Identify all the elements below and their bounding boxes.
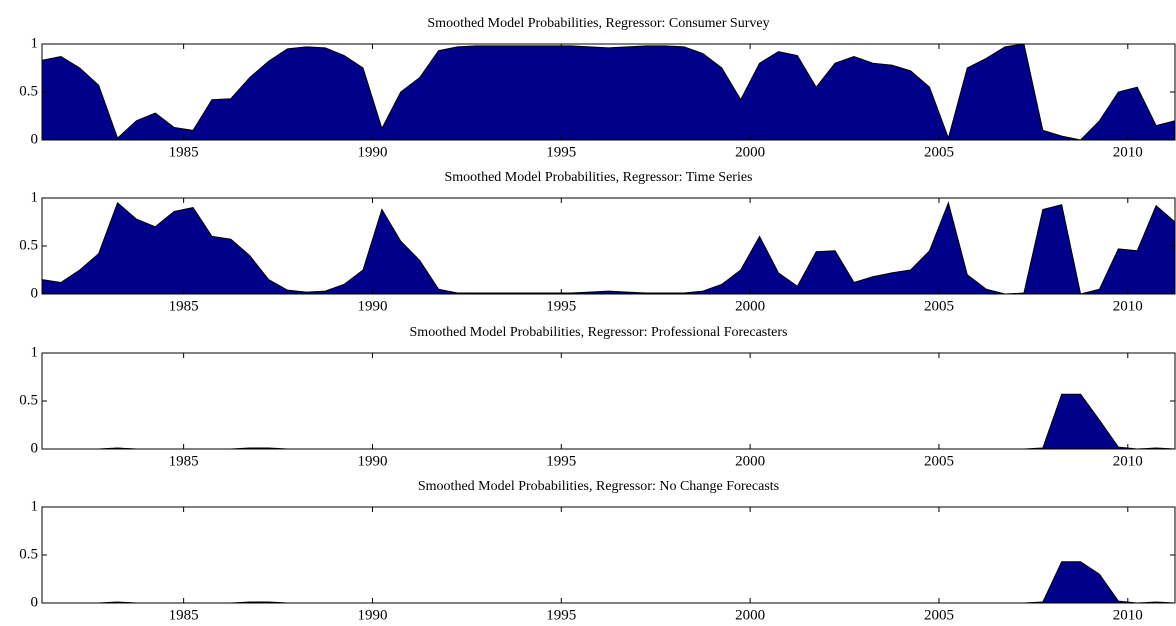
x-tick-label: 1985 xyxy=(169,607,199,623)
panel: Smoothed Model Probabilities, Regressor:… xyxy=(19,16,1176,160)
x-tick-label: 1995 xyxy=(546,298,576,314)
x-tick-label: 2005 xyxy=(924,607,954,623)
x-tick-label: 1985 xyxy=(169,298,199,314)
y-tick-label: 1 xyxy=(31,35,39,51)
panel: Smoothed Model Probabilities, Regressor:… xyxy=(19,479,1176,623)
y-tick-label: 0 xyxy=(31,440,39,456)
x-tick-label: 1995 xyxy=(546,453,576,469)
y-tick-label: 0 xyxy=(31,285,39,301)
chart-title: Smoothed Model Probabilities, Regressor:… xyxy=(410,325,788,340)
y-tick-label: 0.5 xyxy=(19,392,38,408)
x-tick-label: 2005 xyxy=(924,144,954,160)
y-tick-label: 1 xyxy=(31,498,39,514)
y-tick-label: 0.5 xyxy=(19,83,38,99)
x-tick-label: 2000 xyxy=(735,453,765,469)
axes-frame xyxy=(41,506,1176,604)
x-tick-label: 1985 xyxy=(169,144,199,160)
x-tick-label: 2005 xyxy=(924,453,954,469)
area xyxy=(42,561,1176,604)
x-tick-label: 1995 xyxy=(546,607,576,623)
x-tick-label: 2005 xyxy=(924,298,954,314)
area xyxy=(42,393,1176,450)
panel: Smoothed Model Probabilities, Regressor:… xyxy=(19,170,1176,314)
x-tick-label: 2000 xyxy=(735,298,765,314)
x-tick-label: 1995 xyxy=(546,144,576,160)
y-tick-label: 0 xyxy=(31,594,39,610)
area xyxy=(41,43,1176,141)
x-tick-label: 2010 xyxy=(1113,453,1143,469)
chart-title: Smoothed Model Probabilities, Regressor:… xyxy=(427,16,769,31)
x-tick-label: 1990 xyxy=(357,607,387,623)
y-tick-label: 0.5 xyxy=(19,546,38,562)
x-tick-label: 2000 xyxy=(735,607,765,623)
x-tick-label: 1990 xyxy=(357,453,387,469)
chart-title: Smoothed Model Probabilities, Regressor:… xyxy=(445,170,753,185)
y-tick-label: 0 xyxy=(31,131,39,147)
chart-title: Smoothed Model Probabilities, Regressor:… xyxy=(418,479,779,494)
x-tick-label: 1985 xyxy=(169,453,199,469)
x-tick-label: 1990 xyxy=(357,144,387,160)
panel: Smoothed Model Probabilities, Regressor:… xyxy=(19,325,1176,469)
axes-frame xyxy=(41,352,1176,450)
area xyxy=(41,201,1176,295)
y-tick-label: 1 xyxy=(31,344,39,360)
y-tick-label: 1 xyxy=(31,189,39,205)
x-tick-label: 1990 xyxy=(357,298,387,314)
x-tick-label: 2010 xyxy=(1113,144,1143,160)
x-tick-label: 2010 xyxy=(1113,298,1143,314)
x-tick-label: 2000 xyxy=(735,144,765,160)
y-tick-label: 0.5 xyxy=(19,237,38,253)
x-tick-label: 2010 xyxy=(1113,607,1143,623)
